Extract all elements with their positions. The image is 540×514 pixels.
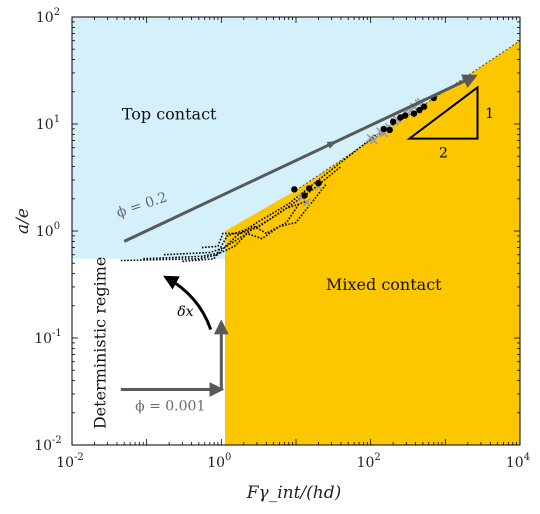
transition-curve-3 [163,184,327,256]
axes [71,16,521,446]
phi-0.2-mid-arrowhead [326,140,338,149]
dot-marker [420,103,428,110]
y-axis-label: a/e [13,208,33,234]
region-top-contact [72,17,520,259]
region-label-deterministic-regime: Deterministic regime [90,257,109,429]
phi-0.2-path-arrow [123,74,478,243]
cross-marker [369,136,378,145]
x-axis-label: Fγ_int/(hd) [246,483,342,503]
dot-marker [291,186,298,193]
y-tick-label: 100 [36,221,60,240]
data-markers [291,94,437,207]
x-tick-label: 10-2 [56,452,84,471]
delta-x-arrow [163,275,213,330]
slope-triangle-run-label: 2 [439,146,448,162]
region-label-top-contact: Top contact [122,105,217,124]
y-tick-label: 101 [36,114,60,133]
dot-marker [397,114,404,121]
slope-triangle-outline [406,85,479,140]
y-tick-label: 10-2 [34,435,62,454]
chart-text: 10-2 100 102 104 10-2 10-1 100 101 102 Fγ_int/(hd… [13,7,530,503]
transition-curve-1 [120,133,378,262]
annotation-paths [120,74,478,397]
region-label-mixed-contact: Mixed contact [326,275,442,294]
slope-triangle [406,85,479,140]
x-tick-label: 102 [357,452,381,471]
x-tick-label: 104 [506,452,530,471]
regime-boundary-line [295,40,521,191]
dot-marker [416,106,423,114]
transition-curve-5 [201,200,308,249]
dot-marker [401,112,409,119]
dot-marker [301,192,308,199]
delta-x-label: δx [177,304,193,320]
phi-0.001-label: ϕ = 0.001 [135,399,205,415]
dot-marker [389,118,397,125]
region-mixed-contact [225,40,520,445]
dot-marker [410,110,418,117]
y-tick-label: 102 [36,7,60,26]
y-tick-label: 10-1 [34,328,62,347]
regions [72,17,521,445]
transition-curve-2 [143,165,342,260]
cross-marker [302,198,312,207]
transition-curve-4 [182,203,300,263]
dot-marker [380,125,388,133]
dot-marker [386,126,393,134]
slope-triangle-rise-label: 1 [485,106,494,122]
dot-marker [315,179,322,187]
transition-curves [120,133,378,263]
x-tick-label: 100 [207,452,231,471]
dot-marker [305,185,313,192]
